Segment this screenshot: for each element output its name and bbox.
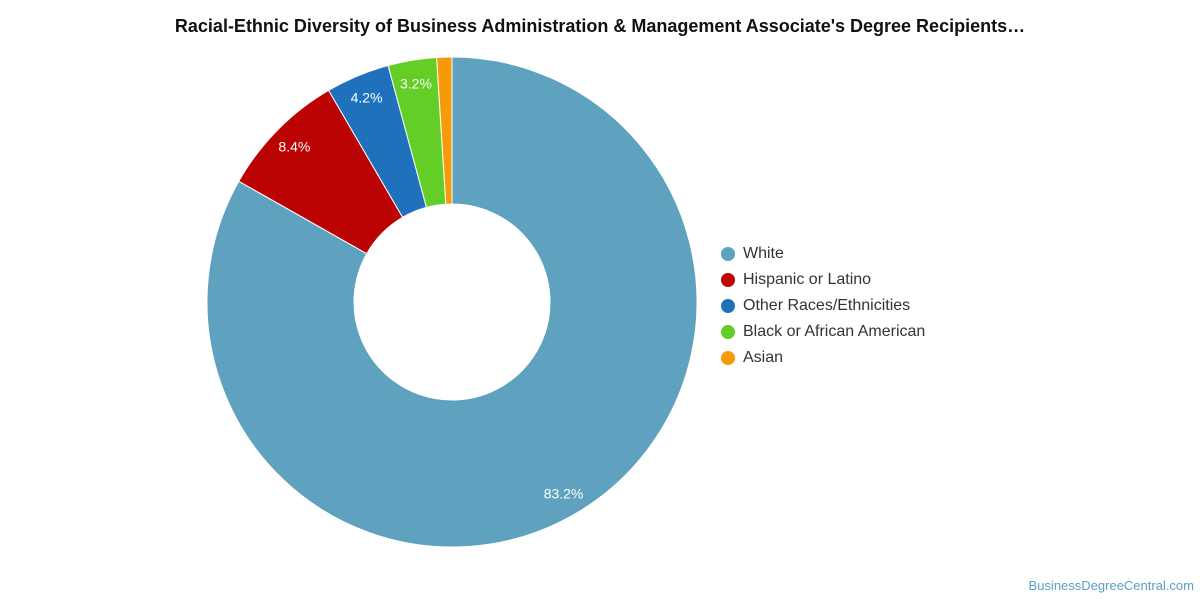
slice-label-black-or-african-american: 3.2% (400, 75, 432, 91)
legend-dot-icon (721, 273, 735, 287)
legend-item-asian[interactable]: Asian (721, 345, 925, 371)
legend-dot-icon (721, 325, 735, 339)
slice-asian[interactable] (436, 56, 453, 205)
legend-dot-icon (721, 247, 735, 261)
slice-white[interactable] (206, 56, 698, 548)
slice-labels-group: 83.2% 8.4% 4.2% 3.2% (278, 75, 583, 501)
legend-label: White (743, 245, 784, 262)
chart-legend: White Hispanic or Latino Other Races/Ethni… (721, 241, 925, 371)
legend-item-other-races-ethnicities[interactable]: Other Races/Ethnicities (721, 293, 925, 319)
legend-dot-icon (721, 299, 735, 313)
legend-dot-icon (721, 351, 735, 365)
slice-label-other-races-ethnicities: 4.2% (351, 90, 383, 106)
legend-label: Hispanic or Latino (743, 271, 872, 288)
legend-item-white[interactable]: White (721, 241, 925, 267)
slice-label-hispanic-or-latino: 8.4% (278, 138, 310, 154)
legend-item-hispanic-or-latino[interactable]: Hispanic or Latino (721, 267, 925, 293)
source-watermark[interactable]: BusinessDegreeCentral.com (1028, 578, 1194, 593)
chart-title: Racial-Ethnic Diversity of Business Admi… (174, 16, 1026, 36)
slice-label-white: 83.2% (544, 485, 584, 501)
legend-label: Asian (743, 349, 784, 366)
legend-item-black-or-african-american[interactable]: Black or African American (721, 319, 925, 345)
slices-group (206, 56, 698, 548)
legend-label: Other Races/Ethnicities (743, 297, 911, 314)
legend-label: Black or African American (743, 323, 926, 340)
